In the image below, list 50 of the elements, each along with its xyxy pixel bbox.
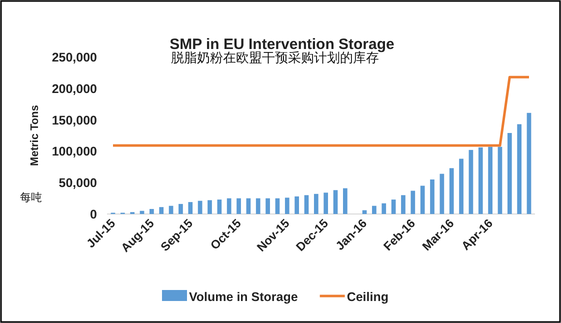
bar [410,190,416,214]
bar [168,206,174,214]
bar [478,147,483,214]
bar [468,150,474,214]
y-tick-label: 50,000 [58,176,98,190]
y-tick-label: 200,000 [52,82,98,96]
bar [420,186,425,214]
y-tick-label: 100,000 [52,144,98,159]
bar [178,204,183,214]
bar [488,146,492,214]
bar [401,195,406,214]
bar [217,200,222,214]
bar [362,210,367,214]
bar [314,194,318,214]
bar [236,198,241,214]
chart-subtitle: 脱脂奶粉在欧盟干预采购计划的库存 [171,50,379,65]
bar [304,195,309,214]
y-axis-title: Metric Tons [29,105,41,166]
bar [150,208,154,214]
bar [275,198,280,214]
bar [324,192,328,214]
bar [382,203,386,214]
bar [372,206,376,214]
bar [449,168,454,214]
bar [284,198,290,214]
bar [343,188,348,214]
bar [517,124,522,214]
bar [498,146,502,214]
bar [459,158,464,214]
bar [430,179,434,214]
y-tick-label: 250,000 [52,50,98,64]
y-tick-label: 0 [90,208,98,222]
bar [198,200,202,214]
bar [226,198,232,214]
bar [526,112,532,214]
bar [507,132,512,214]
bar [391,200,396,214]
y-tick-label: 150,000 [52,113,98,128]
bar [294,196,299,214]
bar [208,200,212,214]
bar [440,174,444,214]
bar [188,202,193,214]
legend-label: Ceiling [346,290,388,304]
text: 每吨 [20,191,42,204]
bar [159,207,164,214]
legend-label: Volume in Storage [189,290,298,304]
bar [266,198,270,214]
bar [246,198,251,214]
bar [333,190,338,214]
bar [256,198,260,214]
